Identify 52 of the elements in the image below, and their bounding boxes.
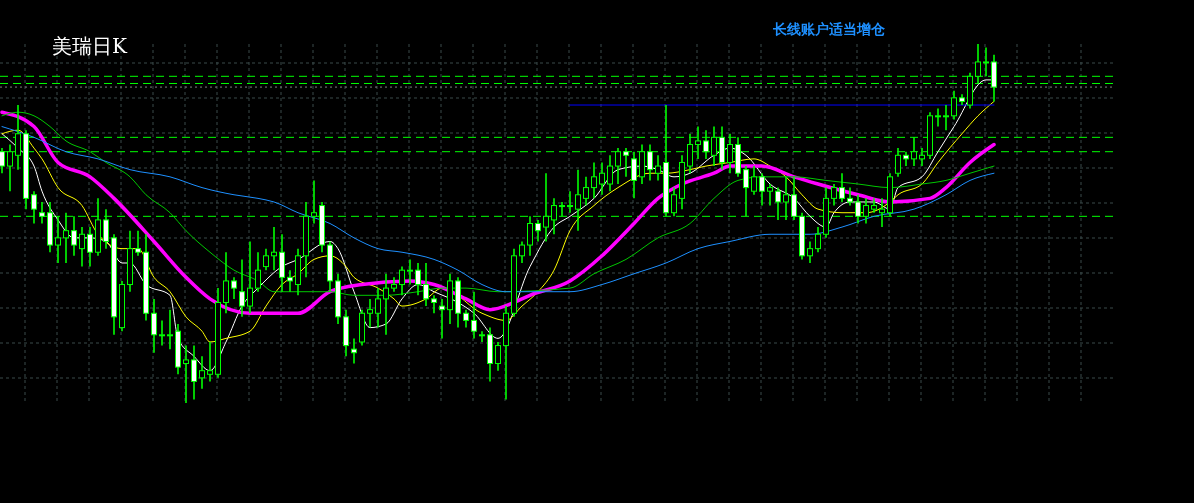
candlestick <box>767 183 773 207</box>
candlestick <box>807 240 813 264</box>
candlestick <box>207 341 213 383</box>
candlestick <box>79 226 85 268</box>
candlestick <box>247 240 253 315</box>
candlestick <box>231 276 237 300</box>
candlestick <box>223 251 229 315</box>
candlestick <box>951 89 957 121</box>
candlestick <box>399 265 405 297</box>
candlestick <box>415 262 421 297</box>
candlestick <box>471 290 477 340</box>
candlestick <box>815 226 821 254</box>
candlestick <box>847 186 853 207</box>
candlestick <box>423 262 429 307</box>
candlestick <box>159 319 165 347</box>
text: 长线账户适当增仓 <box>772 21 886 37</box>
candlestick <box>535 219 541 243</box>
candlestick <box>495 341 501 372</box>
candlestick <box>263 247 269 271</box>
candlestick <box>479 330 485 343</box>
candlestick <box>439 298 445 340</box>
candlestick <box>583 176 589 207</box>
candlestick <box>935 107 941 128</box>
candlestick <box>407 258 413 286</box>
candlestick <box>383 272 389 336</box>
candlestick <box>655 154 661 182</box>
candlestick <box>839 172 845 203</box>
candlestick <box>983 46 989 78</box>
candlestick <box>671 186 677 218</box>
candlestick <box>759 172 765 207</box>
candlestick <box>591 161 597 200</box>
candlestick <box>239 258 245 318</box>
candlestick <box>599 161 605 196</box>
candlestick <box>607 154 613 192</box>
candlestick <box>183 344 189 404</box>
candlestick <box>631 150 637 200</box>
chart-title: 美瑞日K <box>52 34 128 58</box>
candlestick <box>287 269 293 293</box>
candlestick <box>87 226 93 268</box>
candlestick <box>199 355 205 390</box>
candlestick <box>167 308 173 350</box>
candlestick <box>431 294 437 315</box>
candlestick <box>831 183 837 207</box>
candlestick <box>135 229 141 257</box>
candlestick <box>567 190 573 214</box>
candlestick <box>751 165 757 196</box>
candlestick <box>943 104 949 131</box>
candlestick <box>375 287 381 329</box>
candlestick <box>367 298 373 329</box>
candlestick <box>255 251 261 293</box>
candlestick <box>151 298 157 354</box>
candlestick <box>519 240 525 264</box>
